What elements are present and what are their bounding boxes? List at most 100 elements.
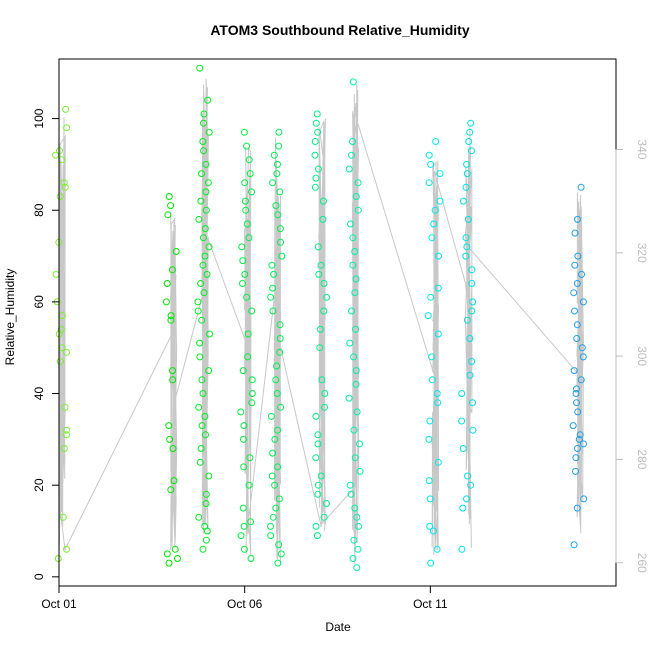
data-point <box>459 504 467 512</box>
data-point <box>167 202 175 210</box>
data-point <box>275 142 283 150</box>
data-point <box>240 435 247 443</box>
data-point <box>197 445 205 452</box>
data-point <box>349 78 357 86</box>
data-point <box>205 367 213 375</box>
data-point <box>169 376 177 384</box>
data-point <box>240 422 248 430</box>
data-point <box>427 293 435 301</box>
data-point <box>321 390 329 397</box>
data-point <box>352 275 360 283</box>
data-point <box>241 179 249 187</box>
data-point <box>199 261 207 269</box>
data-point <box>167 312 175 320</box>
data-point <box>312 522 320 530</box>
data-point <box>350 536 358 544</box>
data-point <box>202 188 210 196</box>
data-point <box>202 536 210 544</box>
data-point <box>204 179 212 187</box>
data-point <box>349 138 356 145</box>
data-point <box>163 550 171 558</box>
data-point <box>277 403 285 411</box>
data-point <box>573 504 581 512</box>
data-point <box>239 504 247 512</box>
data-point <box>246 170 254 178</box>
data-point <box>314 431 322 439</box>
data-point <box>198 422 206 430</box>
data-point <box>426 522 434 530</box>
data-point <box>428 376 436 384</box>
data-point <box>469 399 476 407</box>
x-tick-label: Oct 11 <box>413 597 448 611</box>
data-point <box>62 105 70 113</box>
data-point <box>316 325 324 333</box>
data-point <box>352 193 360 200</box>
data-point <box>350 426 358 434</box>
data-point <box>467 481 475 489</box>
data-point <box>276 335 284 342</box>
data-point <box>199 234 207 242</box>
data-point <box>579 353 587 361</box>
data-point <box>244 330 252 338</box>
data-point <box>318 376 326 384</box>
data-point <box>435 252 442 260</box>
background-trace <box>58 78 585 565</box>
data-point <box>276 188 284 196</box>
data-point <box>349 234 357 242</box>
data-point <box>573 399 580 407</box>
data-point <box>63 431 70 439</box>
data-point <box>163 280 171 287</box>
y-right-tick-label: 260 <box>635 553 649 573</box>
data-point <box>247 555 255 562</box>
data-point <box>239 367 247 375</box>
data-point <box>276 225 284 233</box>
data-point <box>464 215 472 223</box>
data-point <box>205 243 213 251</box>
data-point <box>268 261 276 269</box>
data-point <box>202 490 210 498</box>
data-point <box>314 440 322 448</box>
x-axis: Oct 01 Oct 06 Oct 11 <box>41 585 448 611</box>
data-point <box>312 454 320 462</box>
data-point <box>352 367 360 375</box>
data-point <box>578 344 586 352</box>
data-point <box>199 138 207 145</box>
data-point <box>270 151 278 159</box>
data-point <box>458 417 466 425</box>
data-point <box>469 426 477 434</box>
data-point <box>353 408 361 416</box>
data-point <box>315 270 323 278</box>
data-point <box>272 376 280 384</box>
data-point <box>580 440 587 448</box>
data-point <box>426 417 434 425</box>
data-point <box>314 481 322 489</box>
data-point <box>434 330 442 338</box>
data-point <box>269 513 277 521</box>
data-point <box>275 495 283 503</box>
data-point <box>433 390 441 397</box>
data-point <box>248 188 255 196</box>
data-point <box>571 307 578 315</box>
data-point <box>464 472 471 480</box>
data-point <box>165 422 173 430</box>
data-point <box>426 495 434 503</box>
data-point <box>240 545 248 553</box>
data-point <box>242 206 250 214</box>
data-point <box>269 284 277 292</box>
data-point <box>200 289 208 297</box>
x-axis-label: Date <box>325 620 351 634</box>
data-point <box>238 243 246 251</box>
data-point <box>206 330 213 338</box>
data-point <box>317 472 325 480</box>
data-point <box>54 555 62 562</box>
data-point <box>275 128 283 136</box>
data-point <box>320 307 328 315</box>
data-point <box>569 422 577 430</box>
data-point <box>463 170 471 178</box>
data-point <box>270 270 278 278</box>
data-point <box>166 435 174 443</box>
x-tick-label: Oct 06 <box>227 597 263 611</box>
data-point <box>199 545 207 553</box>
y-tick-label: 60 <box>32 295 46 309</box>
data-point <box>61 403 69 411</box>
